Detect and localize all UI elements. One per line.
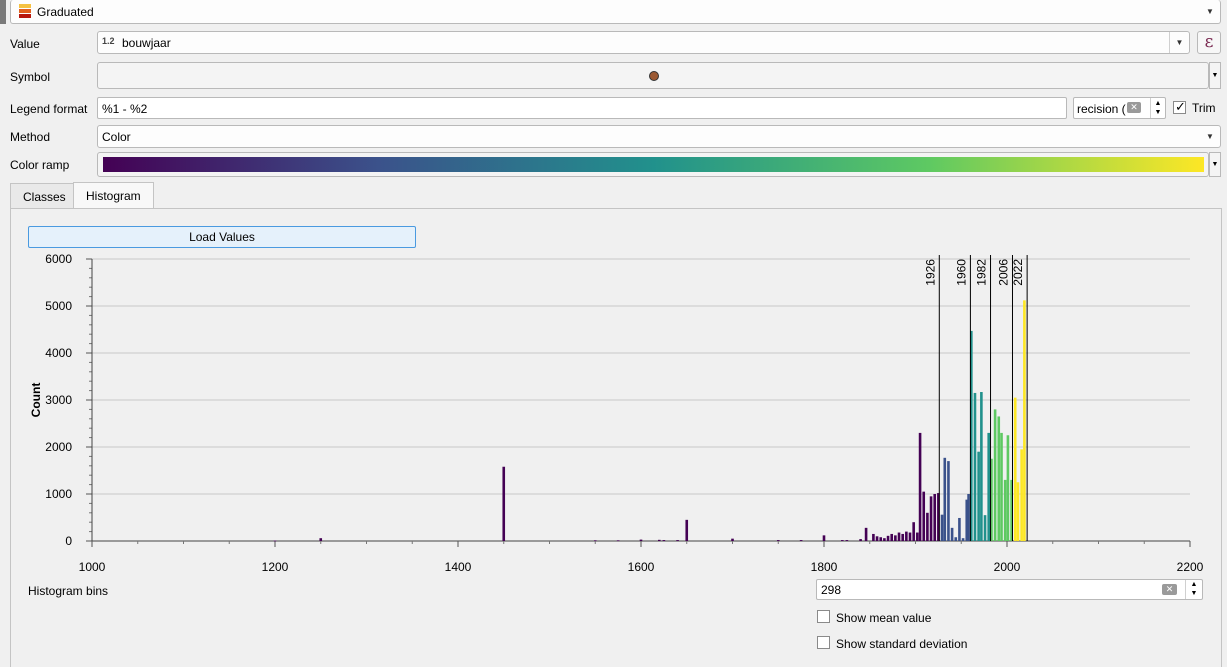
load-values-button[interactable]: Load Values bbox=[28, 226, 416, 248]
show-stddev-label: Show standard deviation bbox=[836, 637, 968, 651]
load-values-label: Load Values bbox=[189, 230, 255, 244]
color-ramp-dropdown-button[interactable]: ▼ bbox=[1209, 152, 1221, 177]
field-type-badge: 1.2 bbox=[102, 36, 115, 46]
legend-format-input[interactable]: %1 - %2 bbox=[97, 97, 1067, 119]
show-mean-checkbox[interactable] bbox=[817, 610, 830, 623]
panel-edge bbox=[0, 0, 6, 24]
tab-histogram[interactable]: Histogram bbox=[73, 182, 154, 209]
chevron-down-icon: ▼ bbox=[1206, 132, 1214, 141]
value-label: Value bbox=[10, 37, 40, 51]
chevron-down-icon: ▼ bbox=[1169, 32, 1189, 53]
graduated-renderer-icon bbox=[18, 3, 32, 19]
trim-checkbox[interactable]: ✓ bbox=[1173, 99, 1186, 114]
checkmark-icon: ✓ bbox=[1175, 99, 1186, 114]
symbol-label: Symbol bbox=[10, 70, 51, 84]
spin-arrows-icon[interactable]: ▲ ▼ bbox=[1185, 580, 1202, 599]
color-ramp-button[interactable] bbox=[97, 152, 1209, 177]
tab-classes[interactable]: Classes bbox=[10, 183, 79, 209]
clear-icon[interactable]: ✕ bbox=[1127, 102, 1141, 113]
clear-icon[interactable]: ✕ bbox=[1162, 584, 1177, 595]
histogram-bins-value: 298 bbox=[821, 583, 842, 597]
tab-classes-label: Classes bbox=[23, 190, 66, 204]
symbol-dropdown-button[interactable]: ▼ bbox=[1209, 62, 1221, 89]
color-ramp-label: Color ramp bbox=[10, 158, 70, 172]
method-label: Method bbox=[10, 130, 51, 144]
spin-arrows-icon[interactable]: ▲ ▼ bbox=[1150, 98, 1165, 118]
show-stddev-checkbox[interactable] bbox=[817, 636, 830, 649]
renderer-type-value: Graduated bbox=[37, 5, 94, 19]
legend-format-value: %1 - %2 bbox=[102, 102, 148, 116]
show-mean-label: Show mean value bbox=[836, 611, 932, 625]
histogram-bins-spinbox[interactable]: 298 ✕ ▲ ▼ bbox=[816, 579, 1203, 600]
precision-value: recision ( bbox=[1077, 102, 1126, 116]
histogram-bins-label: Histogram bins bbox=[28, 584, 109, 598]
epsilon-expression-icon: ε bbox=[1204, 32, 1214, 52]
method-value: Color bbox=[102, 130, 131, 144]
value-field-combo[interactable]: 1.2 bouwjaar ▼ bbox=[97, 31, 1190, 54]
renderer-type-combo[interactable]: Graduated ▼ bbox=[10, 0, 1221, 24]
trim-label: Trim bbox=[1192, 101, 1216, 115]
legend-format-label: Legend format bbox=[10, 102, 88, 116]
value-field-text: bouwjaar bbox=[122, 36, 171, 50]
expression-button[interactable]: ε bbox=[1197, 31, 1221, 54]
symbol-button[interactable] bbox=[97, 62, 1209, 89]
tab-histogram-label: Histogram bbox=[86, 189, 141, 203]
symbol-preview-icon bbox=[649, 71, 659, 81]
precision-spinbox[interactable]: recision ( ✕ ▲ ▼ bbox=[1073, 97, 1166, 119]
color-ramp-preview bbox=[103, 157, 1204, 172]
chevron-down-icon: ▼ bbox=[1206, 7, 1214, 16]
method-combo[interactable]: Color ▼ bbox=[97, 125, 1221, 148]
